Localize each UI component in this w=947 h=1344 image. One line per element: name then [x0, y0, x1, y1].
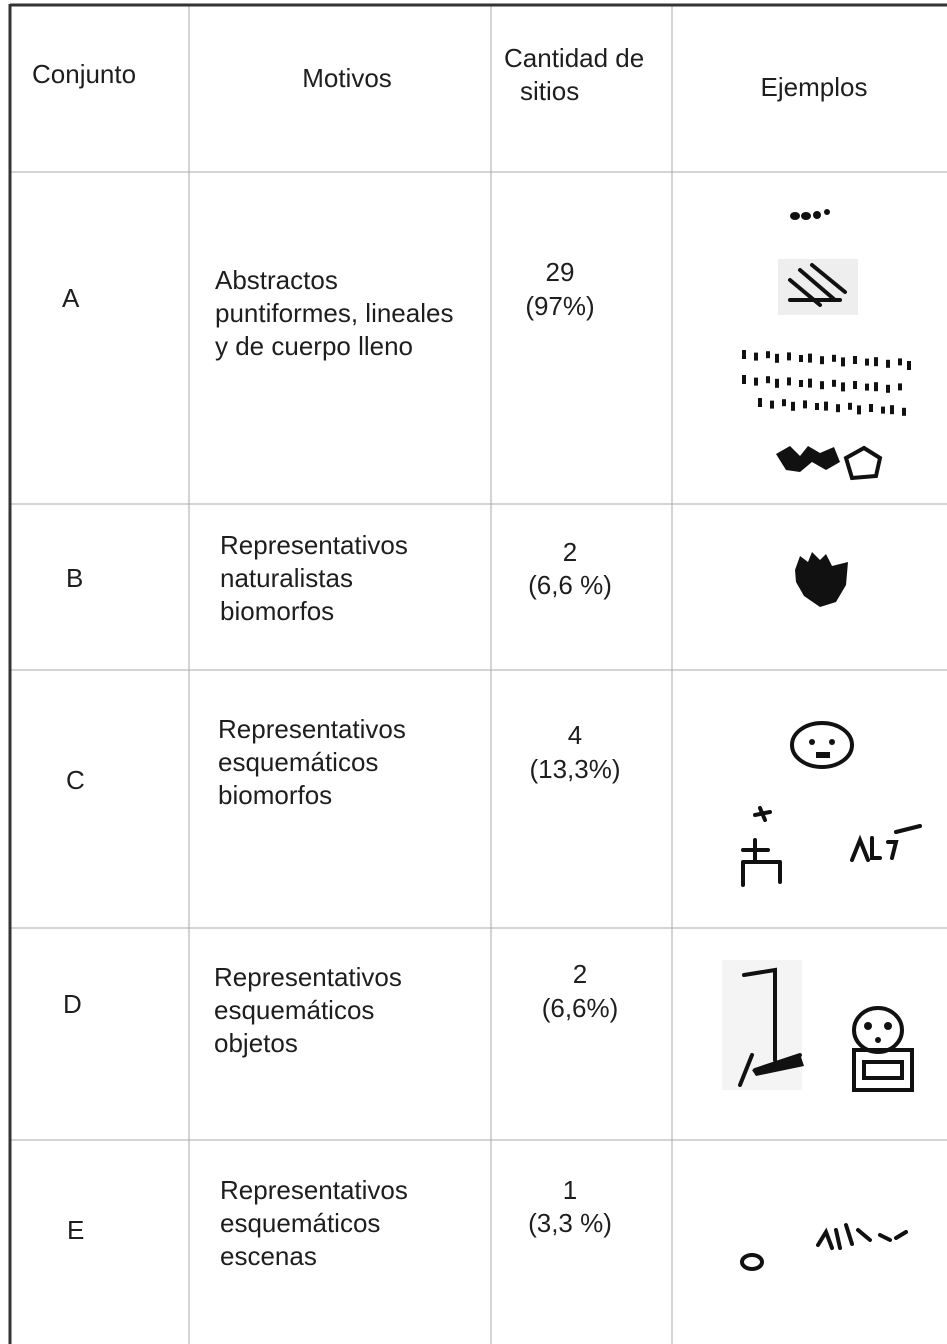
drawing-dot — [782, 399, 786, 406]
cell-text: Cantidad de — [504, 43, 644, 73]
cell-text: Representativos — [220, 530, 408, 560]
cell-text: (97%) — [525, 291, 594, 321]
drawing-dot — [886, 360, 890, 368]
drawing-dot — [770, 401, 774, 409]
drawing-dot — [799, 355, 803, 362]
drawing-dot — [815, 403, 819, 410]
drawing-dot — [874, 382, 878, 391]
drawing-dot — [803, 400, 807, 408]
drawing-dot — [857, 405, 861, 414]
drawing-dot — [836, 404, 840, 412]
drawing-dot — [787, 377, 791, 385]
drawing-dot — [890, 405, 894, 414]
drawing-dot — [869, 404, 873, 412]
drawing-dot — [766, 351, 770, 358]
background — [0, 0, 947, 1344]
cell-text: Abstractos — [215, 265, 338, 295]
cell-text: E — [67, 1215, 84, 1245]
drawing-dot — [754, 378, 758, 386]
drawing-dot — [799, 380, 803, 387]
cell-text: A — [62, 283, 80, 313]
drawing-dot — [865, 359, 869, 366]
cell-text: (13,3%) — [529, 754, 620, 784]
drawing-dot — [824, 402, 828, 411]
drawing-dot — [907, 361, 911, 370]
drawing-dot — [758, 398, 762, 407]
drawing-dot — [787, 352, 791, 360]
cell-text: objetos — [214, 1028, 298, 1058]
drawing-dot — [832, 380, 836, 387]
cell-text: Motivos — [302, 63, 392, 93]
drawing-dot — [841, 382, 845, 391]
cell-text: (6,6%) — [542, 993, 619, 1023]
cell-text: esquemáticos — [220, 1208, 380, 1238]
cell-text: naturalistas — [220, 563, 353, 593]
cell-text: biomorfos — [218, 780, 332, 810]
cell-text: escenas — [220, 1241, 317, 1271]
cell-text: Conjunto — [32, 59, 136, 89]
cell-text: 2 — [573, 959, 587, 989]
drawing-dot — [881, 407, 885, 414]
cell-text: 4 — [568, 720, 582, 750]
drawing-dot — [848, 403, 852, 410]
cell-text: (6,6 %) — [528, 570, 612, 600]
cell-text: Representativos — [218, 714, 406, 744]
drawing-dot — [902, 408, 906, 416]
drawing-dot — [898, 383, 902, 390]
drawing-dot — [754, 353, 758, 361]
cell-text: esquemáticos — [218, 747, 378, 777]
drawing-dot — [841, 357, 845, 366]
drawing-dot — [742, 375, 746, 384]
cell-text: D — [63, 989, 82, 1019]
cell-text: 2 — [563, 537, 577, 567]
drawing-dot — [832, 355, 836, 362]
drawing-dot — [898, 358, 902, 365]
drawing-dot — [775, 379, 779, 388]
drawing-dot — [853, 356, 857, 364]
drawing-dot — [775, 354, 779, 363]
drawing-dot — [865, 384, 869, 391]
cell-text: C — [66, 765, 85, 795]
table: Conjunto Motivos Cantidad desitios Ejemplos… — [0, 0, 947, 1344]
cell-text: B — [66, 563, 83, 593]
cell-text: puntiformes, lineales — [215, 298, 453, 328]
cell-text: (3,3 %) — [528, 1208, 612, 1238]
drawing-dot — [853, 381, 857, 389]
cell-text: biomorfos — [220, 596, 334, 626]
cell-text: Representativos — [220, 1175, 408, 1205]
drawing-dot — [791, 402, 795, 411]
cell-text: Ejemplos — [761, 72, 868, 102]
cell-text: y de cuerpo lleno — [215, 331, 413, 361]
cell-text: esquemáticos — [214, 995, 374, 1025]
cell-text: 29 — [546, 257, 575, 287]
drawing-dot — [742, 350, 746, 359]
cell-text: Representativos — [214, 962, 402, 992]
cell-text: sitios — [520, 76, 579, 106]
drawing-dot — [820, 381, 824, 389]
cell-text: 1 — [563, 1175, 577, 1205]
drawing-dot — [874, 357, 878, 366]
drawing-dot — [766, 376, 770, 383]
drawing-dot — [808, 354, 812, 363]
drawing-dot — [886, 385, 890, 393]
drawing-dot — [808, 379, 812, 388]
drawing-dot — [820, 356, 824, 364]
